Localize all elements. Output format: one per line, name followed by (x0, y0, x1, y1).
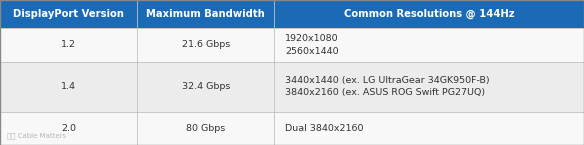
Text: 1.4: 1.4 (61, 82, 76, 91)
Bar (274, 0, 584, 28)
Text: DisplayPort Version: DisplayPort Version (13, 9, 124, 19)
Text: 1.2: 1.2 (61, 40, 76, 49)
Bar (0, 0, 137, 28)
Bar (137, 0, 274, 28)
Text: 1920x1080
2560x1440: 1920x1080 2560x1440 (285, 34, 339, 56)
Bar (0, 28, 137, 62)
Text: 32.4 Gbps: 32.4 Gbps (182, 82, 230, 91)
Text: ⒸⓈ Cable Matters: ⒸⓈ Cable Matters (7, 133, 66, 139)
Text: Maximum Bandwidth: Maximum Bandwidth (147, 9, 265, 19)
Bar (137, 28, 274, 62)
Text: 3440x1440 (ex. LG UltraGear 34GK950F-B)
3840x2160 (ex. ASUS ROG Swift PG27UQ): 3440x1440 (ex. LG UltraGear 34GK950F-B) … (285, 76, 489, 97)
Bar (274, 112, 584, 145)
Text: Dual 3840x2160: Dual 3840x2160 (285, 124, 363, 133)
Text: 21.6 Gbps: 21.6 Gbps (182, 40, 230, 49)
Bar (0, 112, 137, 145)
Bar (0, 62, 137, 112)
Text: Common Resolutions @ 144Hz: Common Resolutions @ 144Hz (344, 9, 515, 19)
Bar (137, 62, 274, 112)
Text: 80 Gbps: 80 Gbps (186, 124, 225, 133)
Bar (137, 112, 274, 145)
Bar (274, 28, 584, 62)
Bar (274, 62, 584, 112)
Text: 2.0: 2.0 (61, 124, 76, 133)
